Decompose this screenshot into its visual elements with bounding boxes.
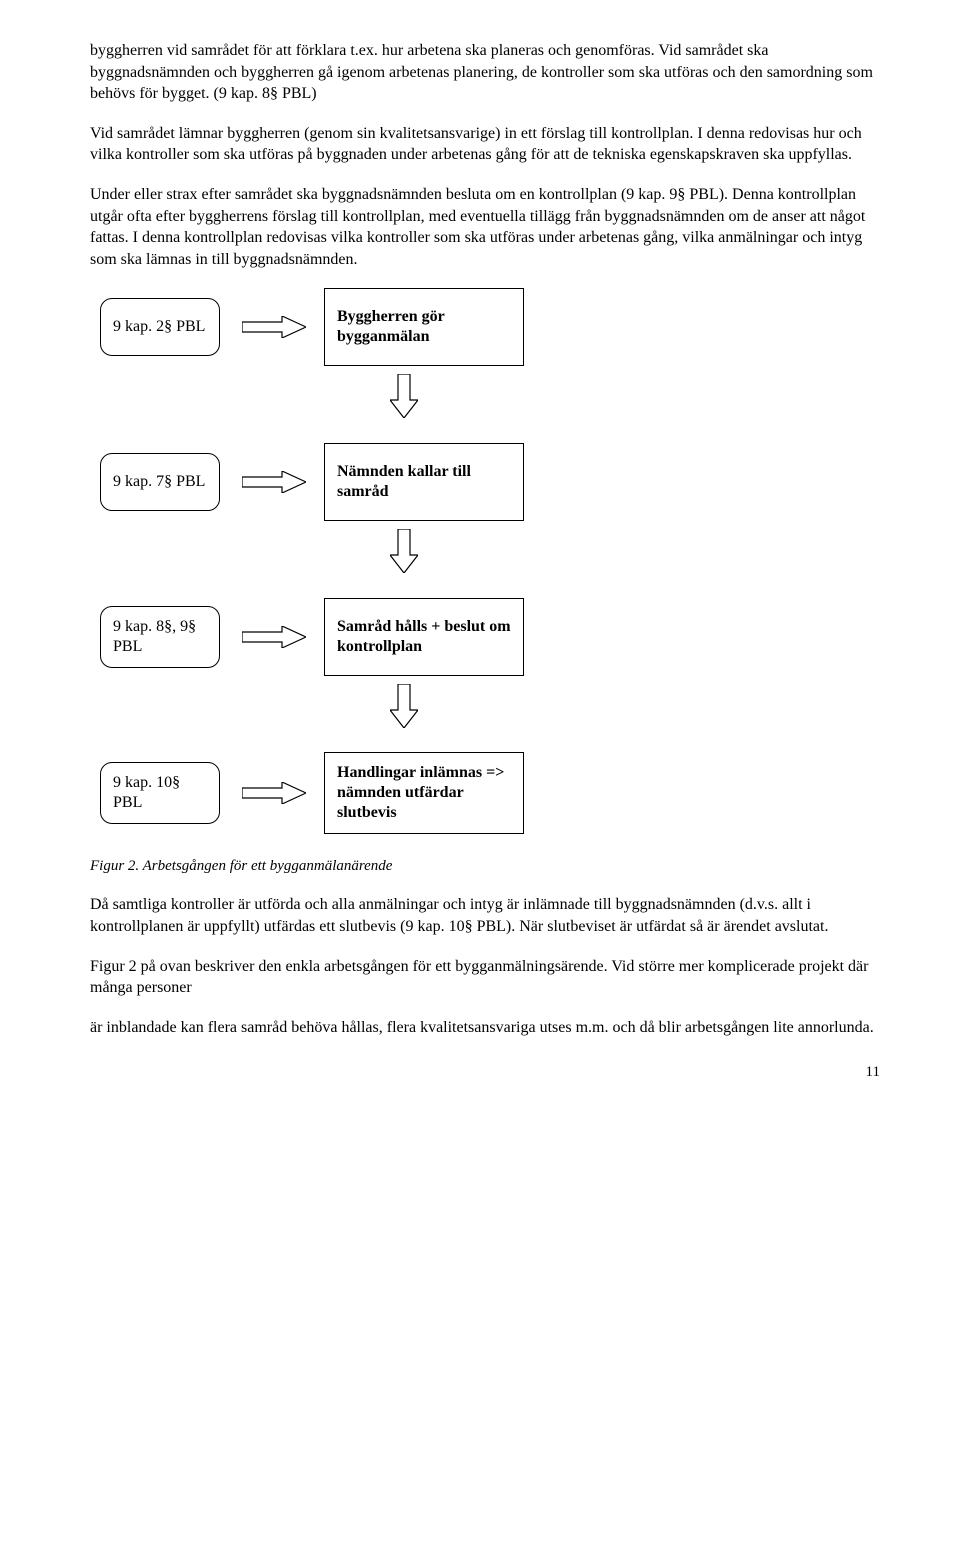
arrow-right-icon: [242, 626, 306, 648]
ref-box-1: 9 kap. 2§ PBL: [100, 298, 220, 356]
ref-box-2: 9 kap. 7§ PBL: [100, 453, 220, 511]
action-box-4: Handlingar inlämnas => nämnden utfärdar …: [324, 752, 524, 834]
arrow-down-icon: [390, 684, 418, 728]
paragraph-intro-1: byggherren vid samrådet för att förklara…: [90, 40, 880, 105]
action-text-1: Byggherren gör bygganmälan: [337, 307, 511, 347]
flow-step-1: 9 kap. 2§ PBL Byggherren gör bygganmälan: [100, 288, 880, 366]
arrow-right-icon: [242, 782, 306, 804]
arrow-down-icon: [390, 529, 418, 573]
ref-text-1: 9 kap. 2§ PBL: [113, 317, 205, 337]
paragraph-after-1: Då samtliga kontroller är utförda och al…: [90, 894, 880, 937]
action-bold-2: Nämnden kallar till samråd: [337, 463, 471, 500]
action-text-3: Samråd hålls + beslut om kontrollplan: [337, 617, 511, 657]
arrow-down-icon: [390, 374, 418, 418]
paragraph-intro-2: Vid samrådet lämnar byggherren (genom si…: [90, 123, 880, 166]
action-bold-3: Samråd hålls + beslut om kontrollplan: [337, 618, 511, 655]
paragraph-after-2: Figur 2 på ovan beskriver den enkla arbe…: [90, 956, 880, 999]
ref-text-3: 9 kap. 8§, 9§ PBL: [113, 617, 207, 657]
action-text-4: Handlingar inlämnas => nämnden utfärdar …: [337, 763, 511, 823]
flow-step-2: 9 kap. 7§ PBL Nämnden kallar till samråd: [100, 443, 880, 521]
flow-step-4: 9 kap. 10§ PBL Handlingar inlämnas => nä…: [100, 752, 880, 834]
flow-step-3: 9 kap. 8§, 9§ PBL Samråd hålls + beslut …: [100, 598, 880, 676]
paragraph-after-3: är inblandade kan flera samråd behöva hå…: [90, 1017, 880, 1039]
action-bold-4: Handlingar inlämnas => nämnden utfärdar …: [337, 764, 504, 821]
figure-caption: Figur 2. Arbetsgången för ett bygganmäla…: [90, 856, 880, 876]
action-box-1: Byggherren gör bygganmälan: [324, 288, 524, 366]
action-bold-1a: Byggherren gör bygganmälan: [337, 308, 444, 345]
ref-text-2: 9 kap. 7§ PBL: [113, 472, 205, 492]
ref-box-4: 9 kap. 10§ PBL: [100, 762, 220, 824]
action-box-3: Samråd hålls + beslut om kontrollplan: [324, 598, 524, 676]
page-number: 11: [90, 1062, 880, 1082]
arrow-right-icon: [242, 471, 306, 493]
ref-box-3: 9 kap. 8§, 9§ PBL: [100, 606, 220, 668]
ref-text-4: 9 kap. 10§ PBL: [113, 773, 207, 813]
arrow-right-icon: [242, 316, 306, 338]
action-text-2: Nämnden kallar till samråd: [337, 462, 511, 502]
action-box-2: Nämnden kallar till samråd: [324, 443, 524, 521]
flowchart: 9 kap. 2§ PBL Byggherren gör bygganmälan…: [90, 288, 880, 834]
paragraph-intro-3: Under eller strax efter samrådet ska byg…: [90, 184, 880, 270]
